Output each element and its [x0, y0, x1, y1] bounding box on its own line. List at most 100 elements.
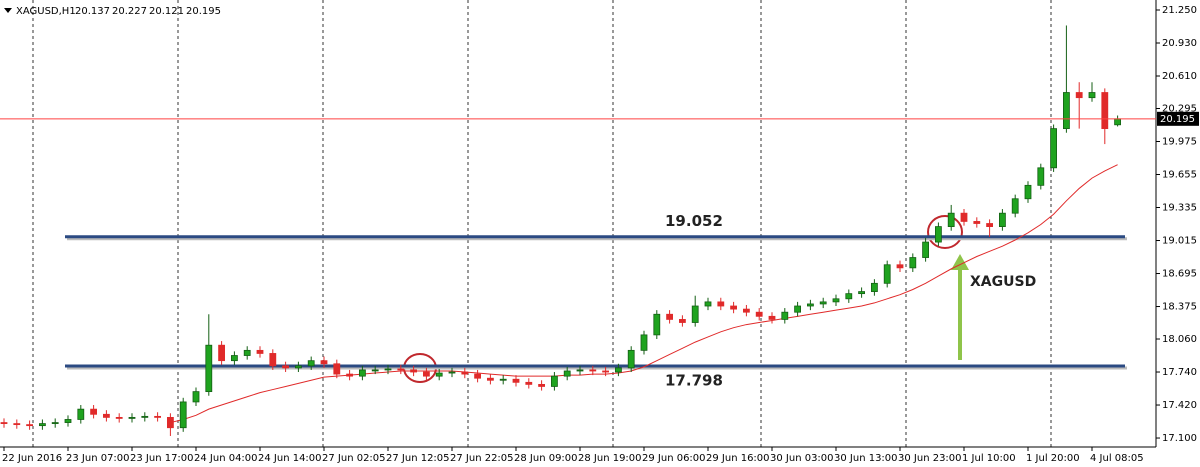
- candle-body: [730, 305, 737, 310]
- candle-body: [768, 315, 776, 320]
- price-label: 20.195: [1160, 114, 1195, 125]
- candle-body: [819, 301, 827, 305]
- x-tick-label: 23 Jun 17:00: [130, 453, 194, 464]
- candle-body: [794, 305, 801, 313]
- ohlc-high: 20.227: [112, 6, 147, 17]
- candle-body: [141, 415, 149, 418]
- candle-body: [999, 212, 1006, 227]
- candle-body: [781, 311, 789, 320]
- candle-body: [269, 353, 277, 367]
- candle-body: [1037, 167, 1045, 186]
- candle-body: [960, 212, 968, 222]
- candle-body: [563, 370, 571, 377]
- candle-body: [448, 371, 456, 374]
- candle-body: [986, 223, 993, 227]
- candle-body: [243, 349, 251, 356]
- candle-body: [90, 408, 97, 415]
- level-label: 17.798: [665, 372, 723, 390]
- candle-body: [154, 415, 162, 418]
- candle-body: [397, 368, 405, 371]
- ohlc-open: 20.137: [75, 6, 110, 17]
- candle-body: [666, 313, 673, 320]
- annotation: XAGUSD: [970, 274, 1036, 290]
- candle-body: [410, 369, 418, 373]
- x-tick-label: 24 Jun 04:00: [194, 453, 258, 464]
- candle-body: [205, 344, 213, 393]
- candle-body: [499, 378, 507, 381]
- moving-average: [170, 164, 1118, 424]
- x-tick-label: 28 Jun 09:00: [514, 453, 578, 464]
- candle-body: [973, 221, 981, 224]
- x-tick-label: 1 Jul 20:00: [1026, 453, 1080, 464]
- candle-body: [103, 413, 110, 418]
- x-tick-label: 29 Jun 06:00: [642, 453, 706, 464]
- menu-triangle: [4, 8, 12, 13]
- candle-body: [230, 355, 238, 362]
- y-tick-label: 18.695: [1162, 269, 1197, 280]
- x-tick-label: 30 Jun 23:00: [898, 453, 962, 464]
- x-tick-label: 27 Jun 02:05: [322, 453, 386, 464]
- candle-body: [39, 423, 46, 427]
- y-tick-label: 20.610: [1162, 71, 1197, 82]
- arrowhead: [951, 254, 969, 270]
- candle-body: [346, 373, 354, 377]
- candle-body: [307, 360, 315, 367]
- candle-body: [615, 367, 622, 373]
- x-tick-label: 27 Jun 12:05: [386, 453, 450, 464]
- x-tick-label: 23 Jun 07:00: [66, 453, 130, 464]
- x-tick-label: 27 Jun 22:05: [450, 453, 514, 464]
- level-label: 19.052: [665, 212, 723, 230]
- candle-body: [525, 381, 533, 385]
- candle-body: [128, 416, 136, 419]
- candle-body: [551, 375, 558, 387]
- x-tick-label: 30 Jun 13:00: [834, 453, 898, 464]
- candle-body: [256, 349, 264, 354]
- x-tick-label: 29 Jun 16:00: [706, 453, 770, 464]
- candle-body: [832, 298, 840, 303]
- candle-body: [1011, 198, 1019, 214]
- candle-body: [1088, 92, 1096, 99]
- candle-body: [883, 264, 891, 284]
- candle-body: [909, 257, 917, 269]
- y-tick-label: 19.655: [1162, 170, 1197, 181]
- candle-body: [1101, 92, 1109, 130]
- ohlc-close: 20.195: [186, 6, 221, 17]
- candle-body: [77, 408, 85, 420]
- candle-body: [371, 369, 379, 372]
- candle-body: [1063, 92, 1070, 130]
- candle-body: [691, 305, 699, 323]
- candle-body: [282, 365, 290, 369]
- candle-body: [807, 303, 814, 307]
- y-tick-label: 17.420: [1162, 400, 1197, 411]
- candle-body: [576, 369, 584, 372]
- candle-body: [602, 370, 609, 373]
- ohlc-low: 20.121: [149, 6, 184, 17]
- candle-body: [512, 378, 520, 383]
- candle-body: [435, 372, 443, 377]
- x-tick-label: 28 Jun 19:00: [578, 453, 642, 464]
- candle-body: [589, 369, 597, 372]
- candle-body: [871, 282, 878, 292]
- candle-body: [294, 365, 302, 369]
- candle-body: [64, 419, 72, 423]
- candle-body: [51, 422, 59, 424]
- candle-body: [679, 319, 686, 323]
- candle-body: [192, 391, 200, 403]
- candle-body: [13, 423, 21, 426]
- candle-body: [333, 363, 341, 375]
- candle-body: [627, 349, 635, 369]
- y-tick-label: 19.015: [1162, 236, 1197, 247]
- candle-body: [1075, 92, 1083, 99]
- y-tick-label: 20.295: [1162, 104, 1197, 115]
- x-tick-label: 24 Jun 14:00: [258, 453, 322, 464]
- candle-body: [461, 371, 469, 375]
- candle-body: [845, 293, 853, 300]
- candle-body: [717, 301, 725, 307]
- y-tick-label: 17.740: [1162, 367, 1197, 378]
- candle-body: [166, 416, 174, 429]
- candle-body: [653, 313, 661, 336]
- y-tick-label: 19.335: [1162, 203, 1197, 214]
- candle-body: [896, 264, 904, 269]
- y-tick-label: 18.060: [1162, 334, 1197, 345]
